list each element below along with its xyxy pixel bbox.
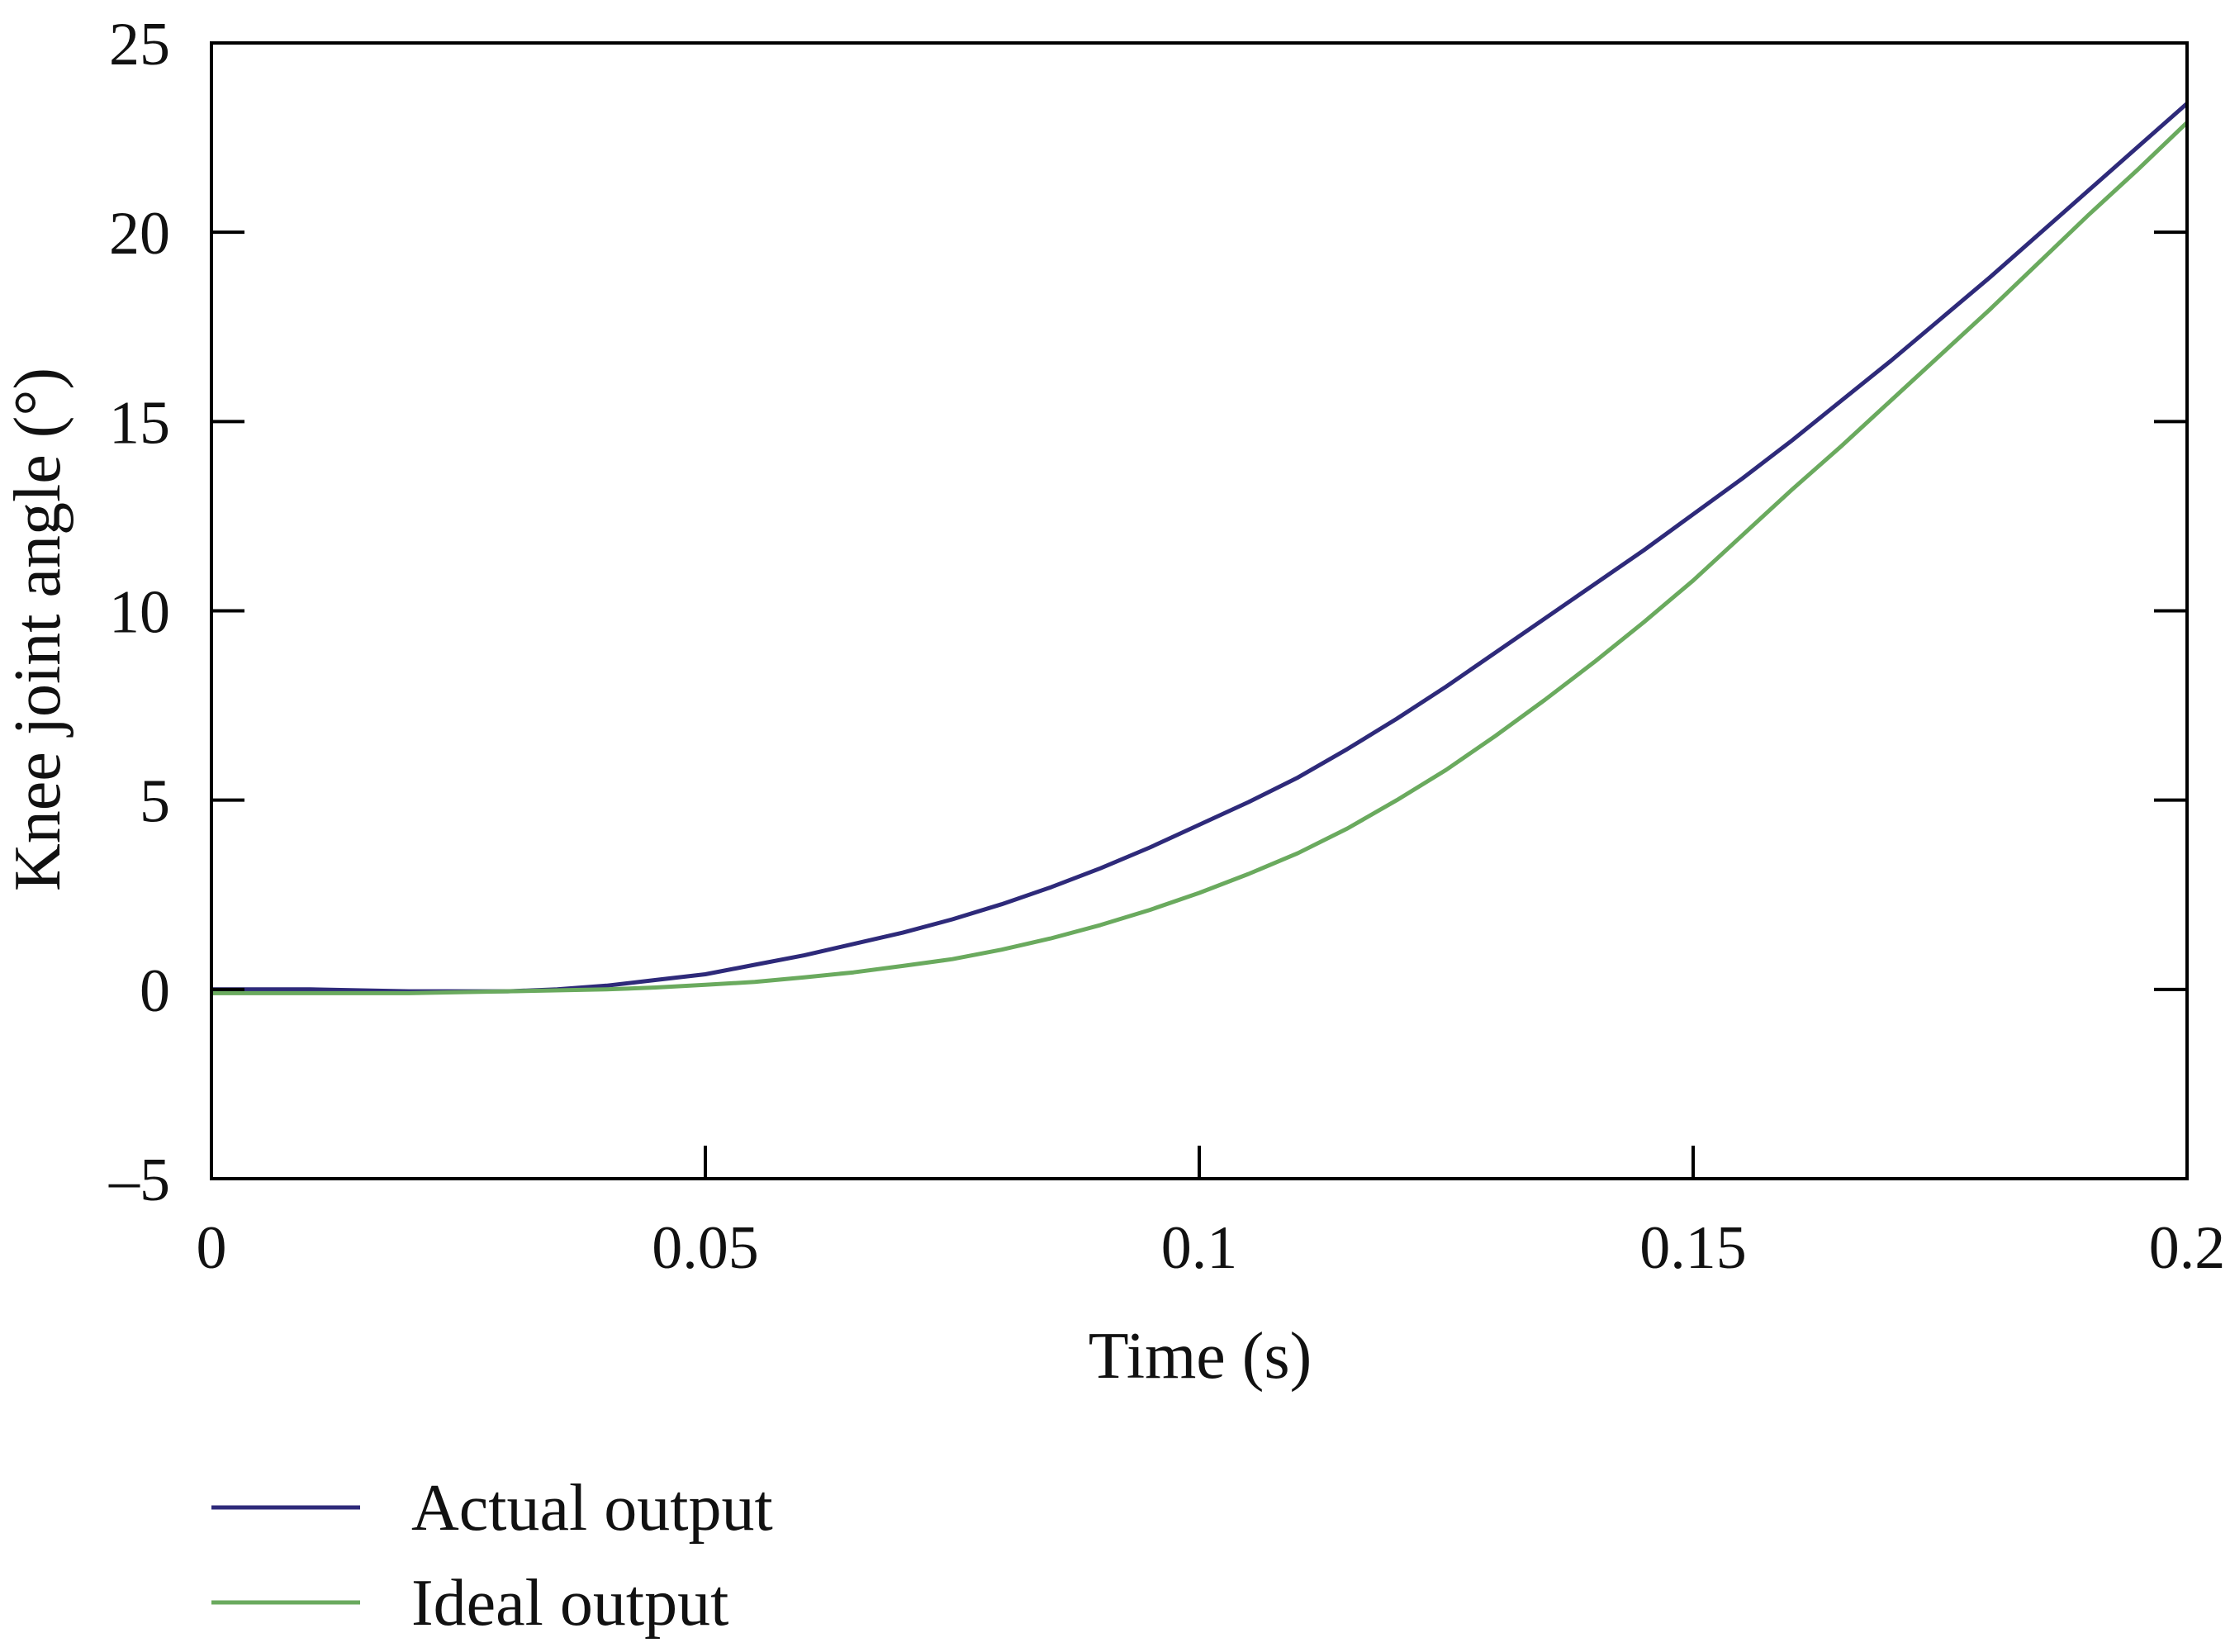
x-tick-label: 0.2	[2149, 1214, 2226, 1282]
x-tick-label: 0	[197, 1214, 227, 1282]
legend: Actual output Ideal output	[211, 1472, 773, 1640]
plot-frame	[210, 41, 2189, 1180]
x-tick-label: 0.1	[1161, 1214, 1238, 1282]
x-tick-label: 0.05	[652, 1214, 759, 1282]
y-tick-label: 5	[140, 768, 170, 836]
x-axis-title: Time (s)	[1089, 1320, 1312, 1393]
y-tick-label: 0	[140, 957, 170, 1025]
y-tick-label: 10	[109, 579, 170, 647]
series-line-ideal-output	[211, 121, 2189, 995]
series-line-actual-output	[211, 102, 2189, 994]
y-axis-title: Knee joint angle (°)	[2, 368, 74, 891]
x-tick-label: 0.15	[1639, 1214, 1747, 1282]
y-tick-label: 25	[109, 11, 170, 78]
axes: 0 0.05 0.1 0.15 0.2 –5 0 5 10 15 20 25	[108, 11, 2225, 1282]
y-tick-label: 20	[109, 200, 170, 268]
legend-label: Ideal output	[411, 1567, 728, 1640]
y-tick-label: 15	[109, 389, 170, 457]
y-tick-label: –5	[108, 1146, 170, 1214]
legend-label: Actual output	[411, 1472, 773, 1545]
plot-area	[211, 102, 2189, 995]
